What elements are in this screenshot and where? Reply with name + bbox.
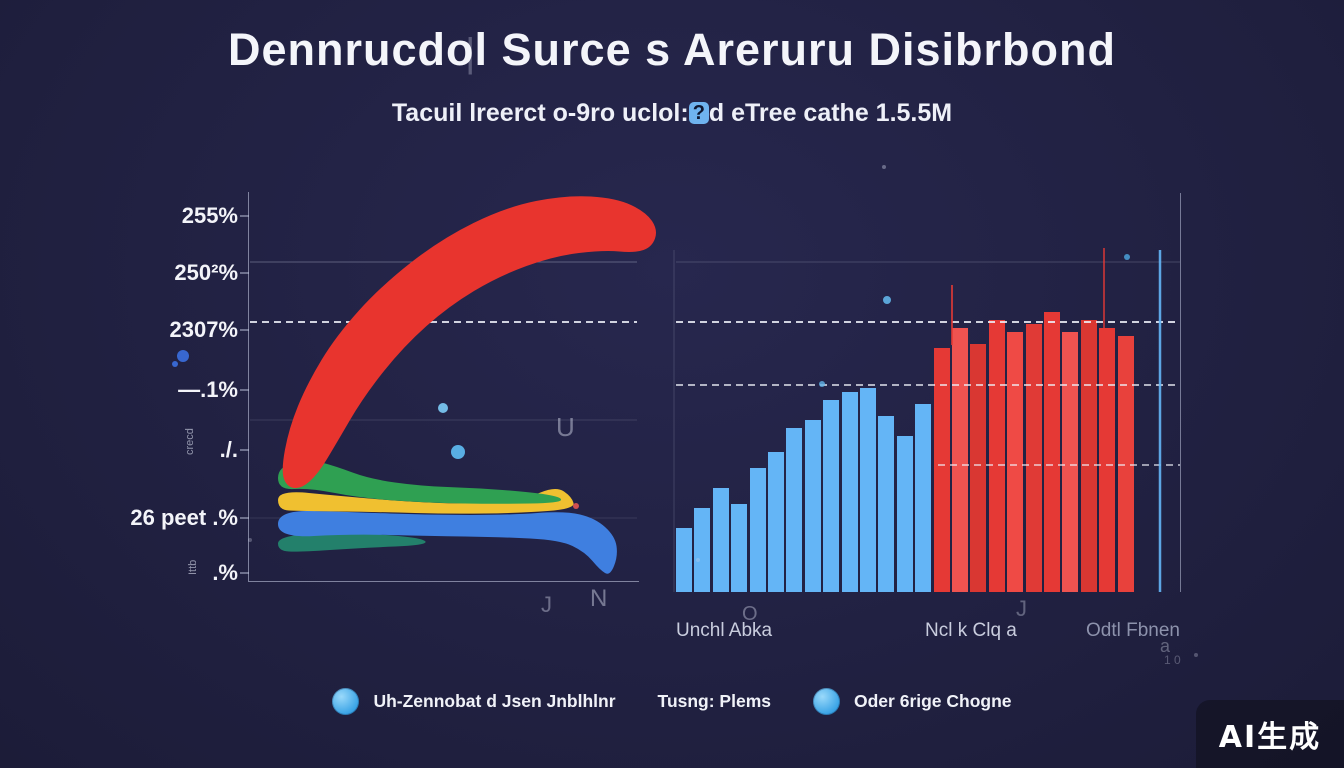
left-chart-axes <box>248 192 639 582</box>
legend-label: Oder 6rige Chogne <box>854 691 1012 711</box>
legend: Uh-Zennobat d Jsen Jnblhlnr Tusng: Plems… <box>0 688 1344 715</box>
y-axis-label: 250²% <box>174 260 238 285</box>
bar <box>1080 320 1097 592</box>
legend-label: Tusng: Plems <box>657 691 771 711</box>
subtitle-pre: Tacuil lreerct o-9ro uclol: <box>391 99 689 127</box>
x-axis-label: Unchl Abka <box>676 620 773 641</box>
bar <box>860 388 876 592</box>
y-axis-label: 26 peet .% <box>130 505 238 530</box>
page-subtitle: Tacuil lreerct o-9ro uclol:? d eTree cath… <box>0 99 1344 128</box>
subtitle-highlight: ? <box>688 102 709 124</box>
subtitle-post: d eTree cathe 1.5.5M <box>708 99 953 127</box>
y-axis-label: 255% <box>181 203 238 228</box>
legend-swatch-blue-icon <box>332 688 360 715</box>
legend-item-1[interactable]: Uh-Zennobat d Jsen Jnblhlnr <box>332 688 616 715</box>
bar <box>896 436 913 592</box>
bar <box>952 328 968 592</box>
legend-swatch-blue-icon <box>813 688 840 715</box>
bar <box>749 468 766 592</box>
y-axis-label: 2307% <box>169 317 238 342</box>
bar <box>676 528 692 592</box>
bar <box>841 392 858 592</box>
bar <box>1099 328 1116 592</box>
bar <box>823 400 840 592</box>
bar <box>731 504 748 592</box>
bar <box>786 428 803 592</box>
bar <box>878 416 895 592</box>
page-title: Dennrucdol Surce s Areruru Disibrbond <box>228 24 1116 75</box>
legend-item-3[interactable]: Oder 6rige Chogne <box>813 688 1012 715</box>
x-axis-label: Odtl Fbnen <box>1086 620 1180 641</box>
bar <box>768 452 784 592</box>
bar <box>970 344 987 592</box>
bar <box>915 404 932 592</box>
bar <box>988 320 1005 592</box>
y-axis-label: .% <box>212 560 238 585</box>
y-axis-labels: 255% 250²% 2307% —.1% ./. 26 peet .%.% <box>118 0 238 768</box>
bar <box>933 348 950 592</box>
bar <box>1044 312 1060 592</box>
bar <box>694 508 711 592</box>
y-axis-label: —.1% <box>178 377 238 402</box>
bar <box>804 420 821 592</box>
y-axis-label: ./. <box>219 437 238 462</box>
bar <box>1117 336 1134 592</box>
bar <box>712 488 729 592</box>
ai-generated-watermark: AI生成 <box>1196 700 1344 768</box>
bar <box>1007 332 1024 592</box>
bar <box>1062 332 1079 592</box>
legend-label: Uh-Zennobat d Jsen Jnblhlnr <box>373 691 616 711</box>
legend-item-2[interactable]: Tusng: Plems <box>658 691 771 712</box>
bar <box>1025 324 1042 592</box>
x-axis-label: Ncl k Clq a <box>925 620 1017 641</box>
